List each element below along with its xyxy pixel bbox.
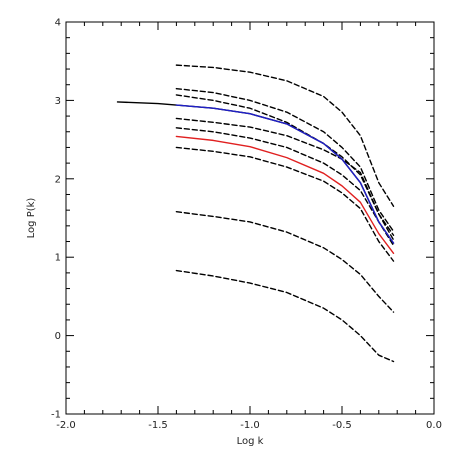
dashed-series-line-6 — [175, 211, 395, 313]
y-tick-label: 0 — [55, 331, 61, 342]
x-tick-label: 0.0 — [426, 420, 442, 431]
dashed-series-line-7 — [175, 269, 395, 363]
y-tick-label: -1 — [51, 410, 61, 421]
dashed-series-line-2 — [175, 94, 395, 236]
y-tick-label: 1 — [55, 253, 61, 264]
dashed-series-line-0 — [175, 64, 395, 207]
y-tick-label: 4 — [55, 18, 61, 29]
dashed-series-line-5 — [175, 146, 395, 262]
solid-series-line-9 — [175, 104, 395, 244]
dashed-series-line-3 — [175, 117, 395, 241]
x-tick-label: -1.5 — [148, 420, 168, 431]
y-axis-label: Log P(k) — [26, 198, 37, 239]
y-tick-label: 2 — [55, 174, 61, 185]
dashed-series-line-1 — [175, 87, 395, 233]
series-layer — [116, 64, 395, 363]
y-tick-label: 3 — [55, 96, 61, 107]
x-tick-label: -1.0 — [240, 420, 260, 431]
x-tick-label: -2.0 — [56, 420, 76, 431]
dashed-series-line-4 — [175, 127, 395, 247]
x-tick-label: -0.5 — [332, 420, 352, 431]
x-axis-label: Log k — [237, 436, 264, 447]
solid-series-line-10 — [175, 135, 395, 254]
tick-layer: -2.0 -1.5 -1.0 -0.5 0.0 -1 0 1 2 3 4 — [51, 18, 442, 432]
